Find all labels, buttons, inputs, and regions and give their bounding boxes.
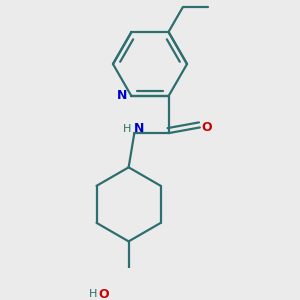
Text: N: N	[134, 122, 145, 135]
Text: O: O	[98, 288, 109, 300]
Text: N: N	[117, 89, 128, 102]
Text: H: H	[89, 289, 97, 299]
Text: H: H	[123, 124, 131, 134]
Text: O: O	[202, 121, 212, 134]
